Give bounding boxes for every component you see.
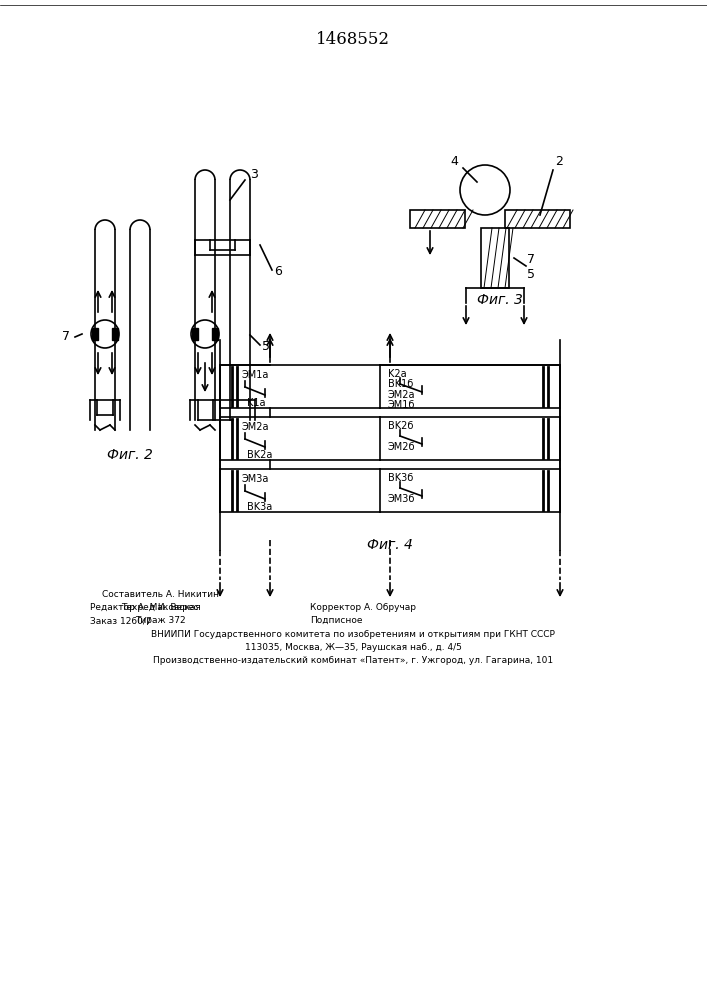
- Text: Заказ 1260/7: Заказ 1260/7: [90, 616, 151, 625]
- Text: Фиг. 2: Фиг. 2: [107, 448, 153, 462]
- Bar: [112, 328, 118, 340]
- Text: ЭM2a: ЭM2a: [388, 390, 416, 400]
- Bar: [212, 328, 218, 340]
- Bar: [505, 210, 570, 228]
- Text: ЭM2a: ЭM2a: [242, 422, 269, 432]
- Text: 7: 7: [62, 330, 70, 343]
- Text: ЭM3б: ЭM3б: [388, 494, 416, 504]
- Text: 2: 2: [555, 155, 563, 168]
- Text: ВНИИПИ Государственного комитета по изобретениям и открытиям при ГКНТ СССР: ВНИИПИ Государственного комитета по изоб…: [151, 630, 555, 639]
- Text: K1a: K1a: [247, 398, 266, 408]
- Bar: [192, 328, 198, 340]
- Text: ВK2б: ВK2б: [388, 421, 414, 431]
- Text: ЭM2б: ЭM2б: [388, 442, 416, 452]
- Text: 7: 7: [527, 253, 535, 266]
- Text: ВK3б: ВK3б: [388, 473, 414, 483]
- Text: ЭM1б: ЭM1б: [388, 400, 416, 410]
- Text: Фиг. 3: Фиг. 3: [477, 293, 523, 307]
- Text: 3: 3: [250, 168, 258, 181]
- Text: Составитель А. Никитин: Составитель А. Никитин: [102, 590, 218, 599]
- Text: Тираж 372: Тираж 372: [135, 616, 185, 625]
- Bar: [92, 328, 98, 340]
- Text: 1468552: 1468552: [316, 31, 390, 48]
- Text: Редактор А. Маковская: Редактор А. Маковская: [90, 603, 201, 612]
- Text: ВK3a: ВK3a: [247, 502, 272, 512]
- Text: 113035, Москва, Ж—35, Раушская наб., д. 4/5: 113035, Москва, Ж—35, Раушская наб., д. …: [245, 643, 462, 652]
- Text: ВK1б: ВK1б: [388, 379, 414, 389]
- Text: ВK2a: ВK2a: [247, 450, 272, 460]
- Text: 5: 5: [262, 340, 270, 353]
- Text: 4: 4: [450, 155, 458, 168]
- Text: 6: 6: [274, 265, 282, 278]
- Text: Фиг. 4: Фиг. 4: [367, 538, 413, 552]
- Text: Корректор А. Обручар: Корректор А. Обручар: [310, 603, 416, 612]
- Text: K2a: K2a: [388, 369, 407, 379]
- Text: 5: 5: [527, 268, 535, 281]
- Bar: [481, 228, 509, 288]
- Text: Производственно-издательский комбинат «Патент», г. Ужгород, ул. Гагарина, 101: Производственно-издательский комбинат «П…: [153, 656, 553, 665]
- Text: Подписное: Подписное: [310, 616, 363, 625]
- Text: ЭM3a: ЭM3a: [242, 474, 269, 484]
- Bar: [410, 210, 465, 228]
- Text: Техред И. Верес: Техред И. Верес: [121, 603, 199, 612]
- Text: ЭM1a: ЭM1a: [242, 370, 269, 380]
